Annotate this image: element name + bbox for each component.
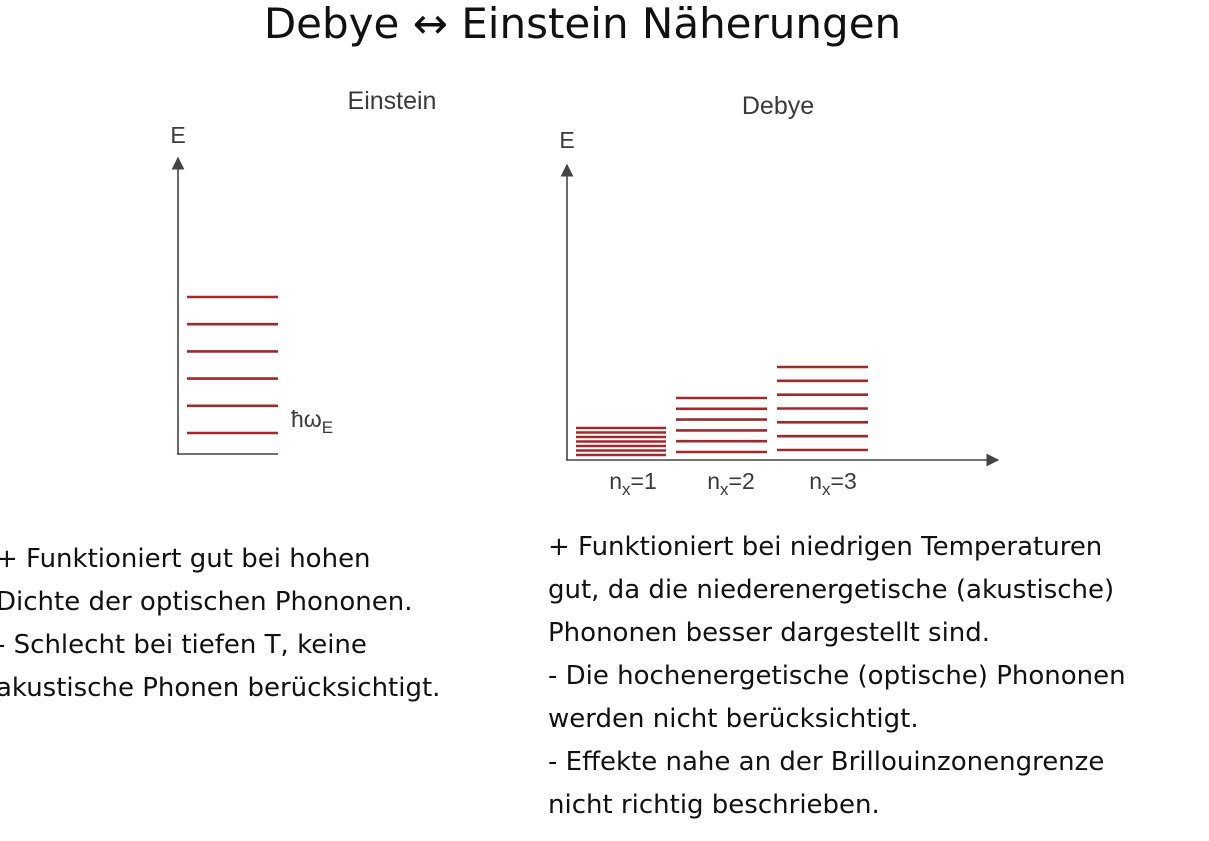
mode-label-base: n [609,468,622,494]
debye-heading: Debye [742,92,814,120]
debye-axis-label: E [559,127,574,153]
einstein-heading: Einstein [348,87,437,115]
debye-notes: + Funktioniert bei niedrigen Temperature… [548,526,1126,827]
debye-mode-label: nx=2 [707,468,755,499]
debye-note-line: Phononen besser dargestellt sind. [548,618,991,648]
einstein-notes: + Funktioniert gut bei hohen Dichte der o… [0,538,440,710]
mode-label-subscript: x [622,480,631,499]
slide-title: Debye ↔ Einstein Näherungen [263,0,902,48]
debye-note-line: gut, da die niederenergetische (akustisc… [548,575,1115,605]
debye-note-line: werden nicht berücksichtigt. [548,704,919,734]
mode-label-subscript: x [720,480,729,499]
einstein-energy-levels [187,295,278,435]
mode-label-value: =3 [831,468,857,494]
debye-note-line: - Die hochenergetische (optische) Phonon… [548,661,1126,691]
debye-note-line: - Effekte nahe an der Brillouinzonengren… [548,747,1105,777]
einstein-note-line: Dichte der optischen Phononen. [0,587,413,617]
einstein-note-line: akustische Phonen berücksichtigt. [0,673,441,703]
hbar-omega-symbol: ħω [291,406,322,432]
mode-label-base: n [809,468,822,494]
mode-label-subscript: x [822,480,831,499]
mode-label-base: n [707,468,720,494]
debye-mode-label: nx=3 [809,468,857,499]
debye-panel: Debye E nx=1 nx=2 nx=3 [559,92,1000,499]
debye-note-line: nicht richtig beschrieben. [548,790,880,820]
debye-mode-label: nx=1 [609,468,657,499]
mode-label-value: =2 [729,468,755,494]
einstein-axis-label: E [170,122,185,148]
debye-energy-levels [576,365,868,457]
einstein-note-line: - Schlecht bei tiefen T, keine [0,630,367,660]
mode-label-value: =1 [631,468,657,494]
einstein-note-line: + Funktioniert gut bei hohen [0,544,371,574]
debye-note-line: + Funktioniert bei niedrigen Temperature… [548,532,1103,562]
debye-mode-labels: nx=1 nx=2 nx=3 [609,468,857,499]
einstein-level-label: ħωE [291,406,333,437]
hbar-omega-subscript: E [322,418,333,437]
einstein-panel: Einstein E ħωE [170,87,437,455]
